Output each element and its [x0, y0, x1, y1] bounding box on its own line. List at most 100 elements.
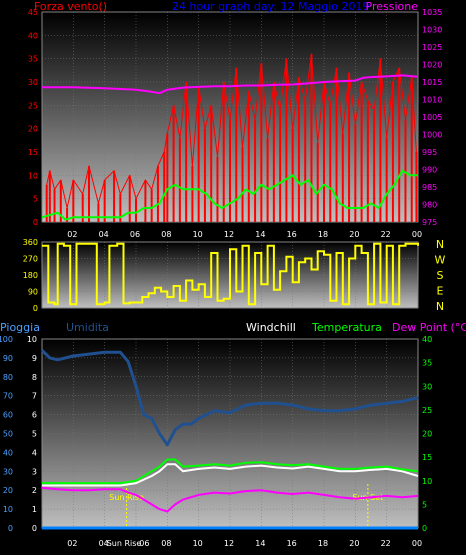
x-tick-label: 16 [287, 230, 297, 239]
temperature-y-tick-label: 20 [422, 430, 432, 439]
rain-y-tick-label: 5 [32, 430, 37, 439]
pressure-y-tick-label: 1030 [422, 26, 442, 35]
temperature-y-tick-label: 10 [422, 477, 432, 486]
wind-y-tick-label: 30 [28, 78, 38, 87]
sun-rise-label: Sun Rise [109, 493, 144, 502]
pressure-line [42, 74, 419, 95]
pressure-y-tick-label: 1010 [422, 96, 442, 105]
x-tick-label: 08 [161, 539, 171, 548]
x-tick-label: 00 [412, 539, 422, 548]
pressure-axis-label: Pressione [366, 0, 419, 13]
compass-letter: S [437, 269, 444, 282]
compass-letter: N [436, 300, 444, 313]
temperature-y-tick-label: 30 [422, 382, 432, 391]
wind-direction-series [42, 242, 419, 306]
wind-y-tick-label: 35 [28, 55, 38, 64]
pressure-y-tick-labels: 975 980 985 990 995 1000 1005 1010 1015 1020 1025 1… [422, 8, 442, 227]
chart-title: 24 hour graph day: 12 Maggio 2019 [172, 0, 369, 13]
x-tick-label: 12 [224, 539, 234, 548]
humidity-y-tick-label: 40 [3, 448, 13, 457]
rain-y-tick-label: 9 [32, 354, 37, 363]
pressure-y-tick-label: 980 [422, 201, 437, 210]
rain-y-tick-label: 3 [32, 467, 37, 476]
pressure-y-tick-label: 990 [422, 166, 437, 175]
wind-direction-line [42, 242, 419, 306]
x-tick-label: 16 [287, 539, 297, 548]
pressure-y-tick-label: 985 [422, 183, 437, 192]
x-tick-label: 04 [99, 230, 109, 239]
series-label: Pioggia [0, 321, 40, 334]
compass-letter: N [436, 238, 444, 251]
humidity-y-tick-label: 10 [3, 505, 13, 514]
x-tick-label: 10 [193, 539, 203, 548]
temperature-y-tick-label: 40 [422, 335, 432, 344]
pressure-y-tick-label: 1005 [422, 113, 442, 122]
wind-y-tick-label: 5 [33, 195, 38, 204]
rain-y-tick-label: 1 [32, 505, 37, 514]
direction-y-tick-label: 0 [33, 304, 38, 313]
direction-y-tick-label: 360 [23, 238, 38, 247]
temperature-y-tick-label: 5 [422, 500, 427, 509]
humidity-y-tick-label: 30 [3, 467, 13, 476]
series-label: Windchill [246, 321, 296, 334]
direction-y-tick-labels: 0 90 180 270 360 [23, 238, 38, 313]
temperature-y-tick-label: 0 [422, 524, 427, 533]
pressure-y-tick-label: 1035 [422, 8, 442, 17]
windchill-line [42, 463, 419, 487]
temperature-y-tick-label: 25 [422, 406, 432, 415]
pressure-y-tick-label: 1015 [422, 78, 442, 87]
wind-y-tick-labels: 0 5 10 15 20 25 30 35 40 45 [28, 8, 38, 227]
rain-y-tick-label: 7 [32, 392, 37, 401]
direction-y-tick-label: 270 [23, 255, 38, 264]
rain-y-tick-label: 10 [27, 335, 37, 344]
humidity-y-tick-label: 50 [3, 430, 13, 439]
wind-y-tick-label: 40 [28, 31, 38, 40]
series-label: Umidita [66, 321, 109, 334]
wind-axis-label: Forza vento() [34, 0, 107, 13]
wind-pressure-series [41, 53, 419, 222]
temperature-y-tick-labels: 0 5 10 15 20 25 30 35 40 [422, 335, 432, 533]
series-label: Temperatura [311, 321, 382, 334]
x-tick-label: 22 [381, 539, 391, 548]
humidity-temperature-plot-area [41, 338, 419, 529]
pressure-y-tick-label: 1020 [422, 61, 442, 70]
humidity-temperature-series [40, 349, 419, 530]
wind-y-tick-label: 0 [33, 218, 38, 227]
humidity-y-tick-label: 100 [0, 335, 13, 344]
x-tick-label: 00 [412, 230, 422, 239]
humidity-y-tick-labels: 0 10 20 30 40 50 60 70 80 90 100 [0, 335, 13, 533]
rain-y-tick-label: 8 [32, 373, 37, 382]
dewpoint-line [41, 486, 419, 513]
rain-y-tick-labels: 0 1 2 3 4 5 6 7 8 9 10 [27, 335, 37, 533]
temperature-y-tick-label: 15 [422, 453, 432, 462]
series-label: Dew Point (°C) [392, 321, 466, 334]
rain-y-tick-label: 2 [32, 486, 37, 495]
wind-line [46, 53, 417, 209]
wind-pressure-x-tick-labels: 02 04 06 08 10 12 14 16 18 20 22 00 [67, 230, 422, 239]
x-tick-label: Sun Rise [107, 539, 142, 548]
x-tick-label: 06 [139, 539, 149, 548]
x-tick-label: 18 [318, 539, 328, 548]
x-tick-label: 20 [349, 230, 359, 239]
wind-y-tick-label: 10 [28, 171, 38, 180]
x-tick-label: 12 [224, 230, 234, 239]
wind-y-tick-label: 45 [28, 8, 38, 17]
humidity-y-tick-label: 20 [3, 486, 13, 495]
x-tick-label: 14 [255, 230, 265, 239]
rain-y-tick-label: 4 [32, 448, 37, 457]
compass-letter: E [437, 285, 444, 298]
x-tick-label: 06 [130, 230, 140, 239]
x-tick-label: 08 [161, 230, 171, 239]
x-tick-label: 10 [193, 230, 203, 239]
wind-y-tick-label: 25 [28, 101, 38, 110]
wind-average-line [41, 169, 418, 221]
x-tick-label: 02 [67, 230, 77, 239]
direction-y-tick-label: 180 [23, 271, 38, 280]
pressure-y-tick-label: 1025 [422, 43, 442, 52]
rain-y-tick-label: 0 [32, 524, 37, 533]
wind-y-tick-label: 15 [28, 148, 38, 157]
